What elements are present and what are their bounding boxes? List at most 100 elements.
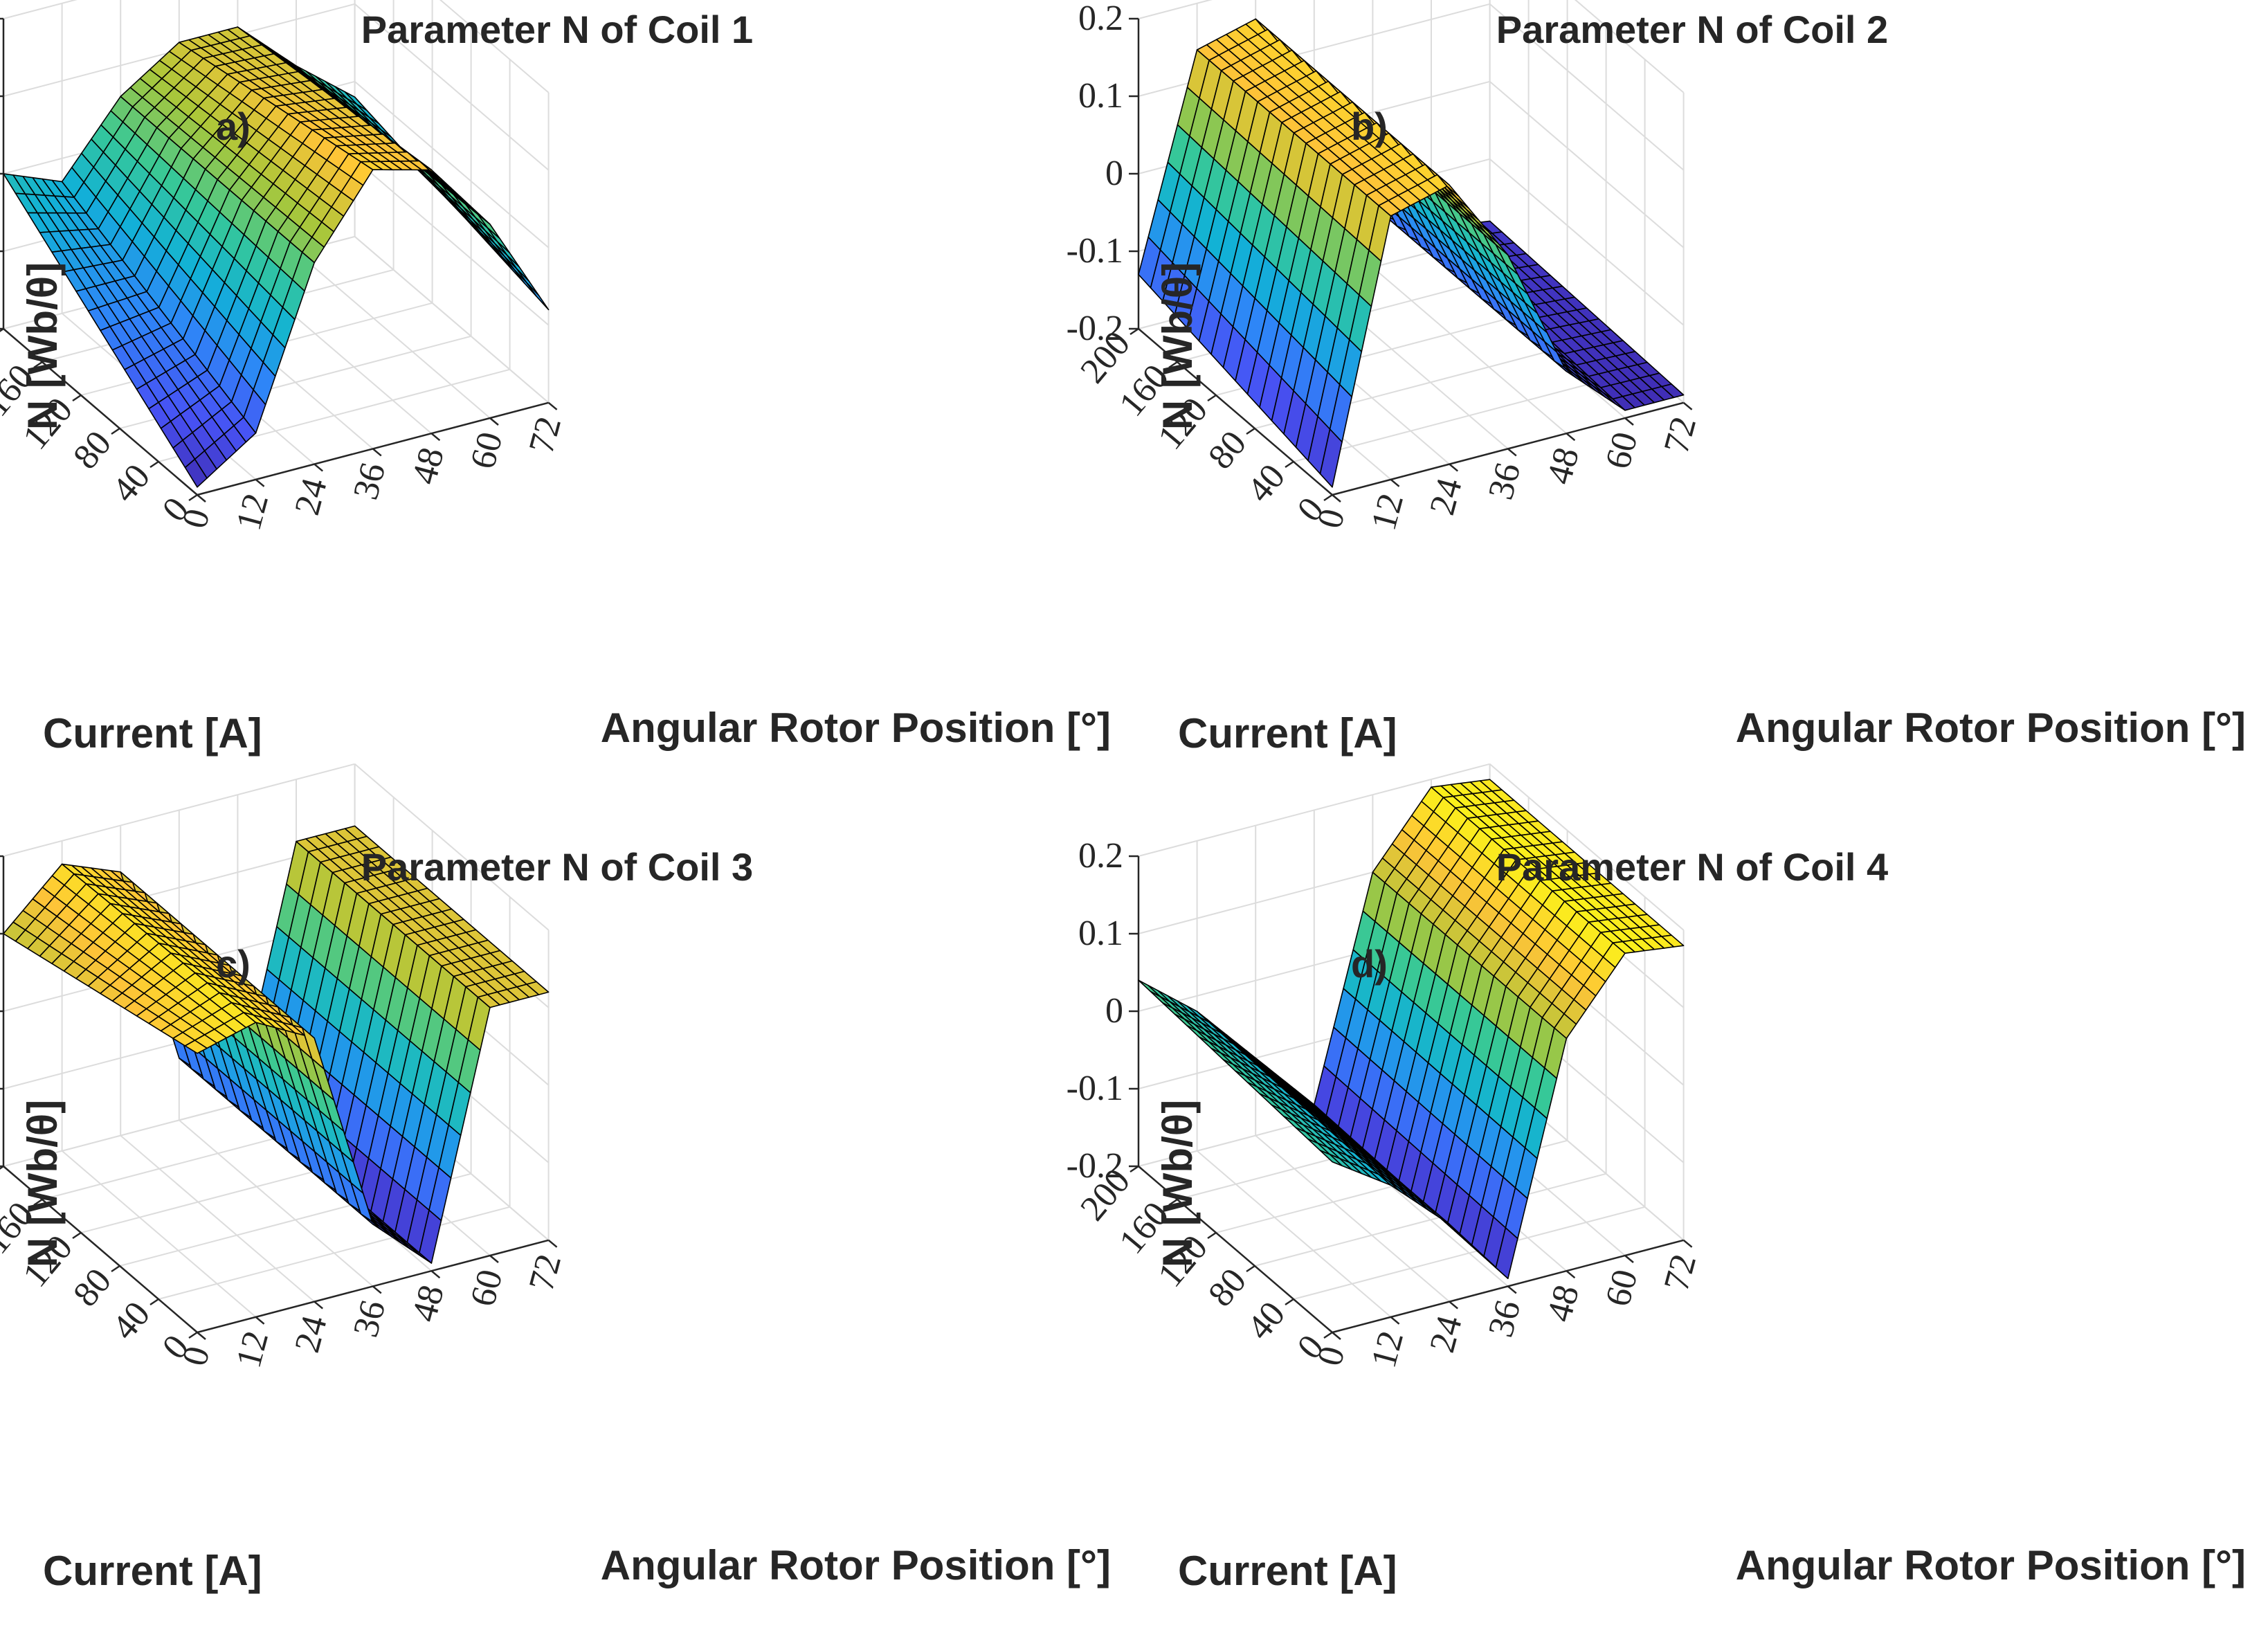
y-tick [33, 361, 43, 369]
y-axis-label: Current [A] [1178, 710, 1397, 757]
y-tick [149, 460, 159, 469]
chart-panel-3: -0.2-0.100.10.20122436486072040801201602… [0, 763, 1111, 1594]
y-gridline [158, 1206, 510, 1300]
z-tick-label: 0.1 [1078, 914, 1123, 953]
surface-patch [526, 282, 550, 311]
x-tick [1507, 1285, 1517, 1294]
y-axis-line [1138, 1166, 1333, 1333]
surface-patch [1661, 383, 1685, 399]
x-gridline [1196, 1150, 1392, 1318]
z-gridline [354, 3, 550, 171]
x-tick [1449, 1301, 1459, 1310]
x-tick [1624, 417, 1634, 426]
y-tick [0, 327, 4, 332]
panel-letter: b) [1351, 105, 1388, 148]
z-tick-label: -0.2 [1067, 309, 1123, 348]
y-tick [1207, 1231, 1217, 1240]
y-tick [1285, 460, 1294, 469]
y-axis-line [3, 328, 198, 496]
x-tick-label: 36 [1481, 1296, 1529, 1341]
x-tick [547, 1239, 558, 1248]
x-tick [372, 448, 382, 457]
chart-panel-4: -0.2-0.100.10.20 12 24 36 48 60 72040801201602… [1067, 763, 2246, 1594]
surface-patch [1661, 934, 1685, 948]
x-tick [197, 1332, 206, 1340]
y-tick [33, 1198, 43, 1206]
x-tick-label: 12 [229, 489, 277, 534]
x-tick [1449, 463, 1459, 472]
y-tick [1246, 1265, 1255, 1273]
x-tick-label: 12 [229, 1327, 277, 1372]
x-axis-label: Angular Rotor Position [°] [1736, 705, 2246, 751]
x-tick-label: 12 [1364, 489, 1412, 534]
y-tick [1168, 361, 1178, 369]
y-tick-label: 40 [105, 457, 158, 509]
z-tick-label: -0.1 [1067, 231, 1123, 271]
y-tick [72, 1231, 82, 1240]
y-tick-label: 40 [1240, 457, 1293, 509]
x-gridline [354, 236, 550, 404]
x-gridline [296, 251, 491, 419]
x-tick [255, 1316, 265, 1325]
z-gridline [354, 81, 550, 248]
chart-title: Parameter N of Coil 2 [1496, 8, 1888, 51]
x-tick [430, 433, 441, 442]
x-tick [1682, 401, 1693, 410]
x-tick-label: 36 [346, 1296, 394, 1341]
y-tick [188, 493, 198, 502]
x-tick-label: 72 [522, 1250, 570, 1295]
y-tick [1207, 394, 1217, 402]
z-tick-label: 0.2 [1078, 0, 1123, 38]
x-tick-label: 72 [1657, 1250, 1705, 1295]
y-tick [1130, 1165, 1139, 1173]
x-tick-label: 60 [463, 1265, 511, 1310]
y-tick [1285, 1298, 1294, 1306]
z-gridline [1489, 159, 1685, 326]
surface [3, 825, 550, 1264]
z-tick-label: 0 [1105, 154, 1123, 193]
surface [1138, 18, 1685, 488]
y-axis-line [3, 1166, 198, 1333]
x-tick-label: 72 [1657, 413, 1705, 458]
x-tick [489, 417, 499, 426]
x-tick-label: 48 [1539, 444, 1587, 489]
y-tick [72, 394, 82, 402]
x-tick [314, 463, 324, 472]
y-tick-label: 80 [1201, 424, 1254, 476]
y-tick-label: 40 [105, 1294, 158, 1347]
z-tick-label: 0 [1105, 991, 1123, 1031]
x-tick-label: 24 [1422, 1312, 1470, 1357]
x-tick-label: 24 [287, 474, 335, 519]
x-tick [1507, 448, 1517, 457]
x-tick-label: 12 [1364, 1327, 1412, 1372]
y-tick [1323, 1331, 1333, 1339]
y-axis-label: Current [A] [43, 710, 262, 757]
x-tick [1332, 1332, 1341, 1340]
x-tick-label: 60 [1598, 428, 1646, 473]
x-gridline [120, 1134, 315, 1303]
surface-patch [526, 981, 550, 995]
z-tick-label: -0.1 [1067, 1069, 1123, 1108]
x-tick [430, 1270, 441, 1279]
chart-title: Parameter N of Coil 1 [361, 8, 753, 51]
panel-letter: a) [216, 105, 251, 148]
x-tick-label: 48 [404, 444, 452, 489]
x-tick-label: 36 [346, 459, 394, 504]
x-axis-label: Angular Rotor Position [°] [601, 1542, 1111, 1588]
y-tick [149, 1298, 159, 1306]
z-axis-label: N [Wb/θ] [1154, 262, 1201, 430]
surface [3, 26, 550, 488]
y-tick [111, 427, 120, 435]
x-gridline [179, 1119, 374, 1287]
x-gridline [1372, 266, 1568, 434]
z-tick-label: -0.2 [1067, 1146, 1123, 1186]
y-axis-line [1138, 328, 1333, 496]
x-axis-label: Angular Rotor Position [°] [1736, 1542, 2246, 1588]
y-gridline [1254, 1172, 1606, 1267]
x-tick [372, 1285, 382, 1294]
x-tick [1390, 1316, 1400, 1325]
x-tick-label: 48 [404, 1281, 452, 1326]
x-tick [489, 1255, 499, 1263]
y-tick-label: 80 [66, 1261, 119, 1314]
z-tick-label: 0.1 [1078, 76, 1123, 116]
